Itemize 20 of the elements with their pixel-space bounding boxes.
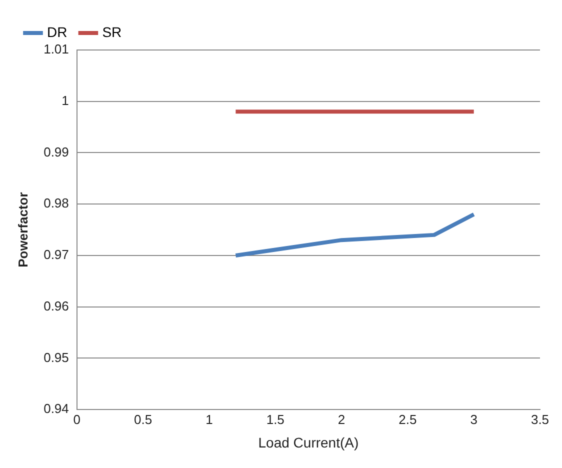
x-tick-label: 1 bbox=[206, 412, 213, 427]
y-tick-label: 0.98 bbox=[44, 196, 69, 211]
x-tick-label: 0 bbox=[73, 412, 81, 427]
x-tick-label: 3 bbox=[470, 412, 478, 427]
y-tick-label: 0.97 bbox=[44, 247, 69, 262]
x-tick-label: 1.5 bbox=[266, 412, 284, 427]
y-tick-label: 0.94 bbox=[44, 401, 69, 416]
y-tick-label: 0.99 bbox=[44, 144, 69, 160]
y-axis-title: Powerfactor bbox=[15, 192, 30, 268]
y-tick-label: 0.96 bbox=[44, 298, 69, 314]
legend-label: SR bbox=[102, 24, 122, 40]
y-tick-label: 0.95 bbox=[44, 350, 69, 365]
x-tick-label: 2.5 bbox=[398, 412, 417, 427]
x-tick-label: 2 bbox=[338, 412, 346, 427]
legend-label: DR bbox=[47, 24, 68, 40]
y-tick-label: 1 bbox=[62, 92, 69, 108]
x-tick-label: 0.5 bbox=[134, 412, 152, 427]
x-tick-label: 3.5 bbox=[530, 412, 550, 427]
x-axis-title: Load Current(A) bbox=[258, 434, 359, 450]
y-tick-label: 1.01 bbox=[44, 42, 69, 57]
